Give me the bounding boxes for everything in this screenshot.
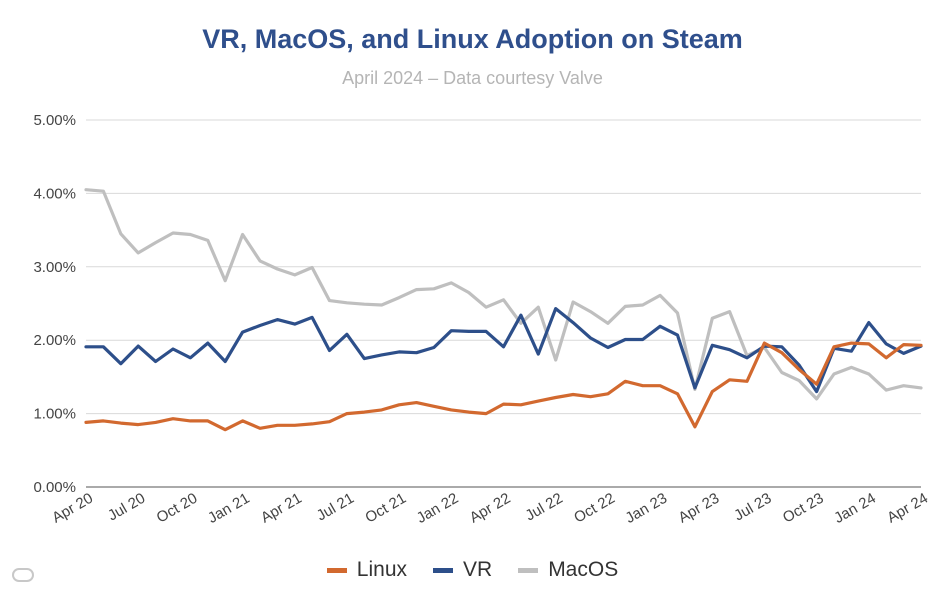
y-tick-label: 4.00%: [33, 185, 76, 202]
x-tick-label: Apr 22: [467, 490, 514, 527]
y-tick-label: 2.00%: [33, 332, 76, 349]
x-tick-label: Apr 24: [884, 490, 931, 527]
legend: Linux VR MacOS: [0, 558, 945, 582]
line-chart-plot: 0.00%1.00%2.00%3.00%4.00%5.00% Apr 20 Jul…: [33, 112, 931, 527]
x-tick-label: Apr 23: [675, 490, 722, 527]
legend-label-vr: VR: [463, 558, 493, 581]
x-tick-label: Oct 21: [362, 490, 409, 527]
y-axis-tick-labels: 0.00% 1.00% 2.00% 3.00% 4.00% 5.00%: [33, 112, 76, 496]
y-tick-label: 3.00%: [33, 259, 76, 276]
gridlines: [86, 119, 921, 488]
series-line-linux: [84, 341, 923, 432]
watermark-icon: [12, 568, 34, 582]
y-tick-label: 0.00%: [33, 479, 76, 496]
chart-title: VR, MacOS, and Linux Adoption on Steam: [202, 24, 743, 54]
y-tick-label: 1.00%: [33, 406, 76, 423]
legend-swatch-linux: [326, 567, 347, 573]
x-tick-label: Jan 21: [205, 490, 253, 527]
legend-item-linux: Linux: [326, 558, 407, 582]
x-tick-label: Jan 22: [414, 490, 462, 527]
legend-label-linux: Linux: [356, 558, 407, 581]
legend-swatch-vr: [433, 567, 453, 573]
series-line-vr: [84, 307, 923, 394]
chart-subtitle: April 2024 – Data courtesy Valve: [342, 68, 603, 88]
x-tick-label: Oct 23: [780, 490, 827, 527]
x-tick-label: Oct 20: [154, 490, 201, 527]
legend-label-macos: MacOS: [548, 558, 619, 581]
y-tick-label: 5.00%: [33, 112, 76, 129]
x-tick-label: Jul 21: [314, 490, 357, 525]
x-tick-label: Jul 23: [731, 490, 774, 525]
legend-item-macos: MacOS: [518, 558, 618, 582]
series-lines: [84, 188, 923, 432]
watermark-logo: [12, 568, 34, 582]
x-tick-label: Oct 22: [571, 490, 618, 527]
series-line-macos: [84, 188, 923, 401]
x-tick-label: Jul 22: [523, 490, 566, 525]
legend-item-vr: VR: [433, 558, 492, 582]
x-tick-label: Jan 23: [623, 490, 671, 527]
x-tick-label: Apr 21: [258, 490, 305, 527]
legend-swatch-macos: [518, 567, 539, 573]
x-axis-tick-labels: Apr 20 Jul 20 Oct 20 Jan 21 Apr 21 Jul 21 Oct …: [49, 490, 931, 527]
x-tick-label: Jul 20: [105, 490, 148, 525]
x-tick-label: Jan 24: [831, 490, 879, 527]
